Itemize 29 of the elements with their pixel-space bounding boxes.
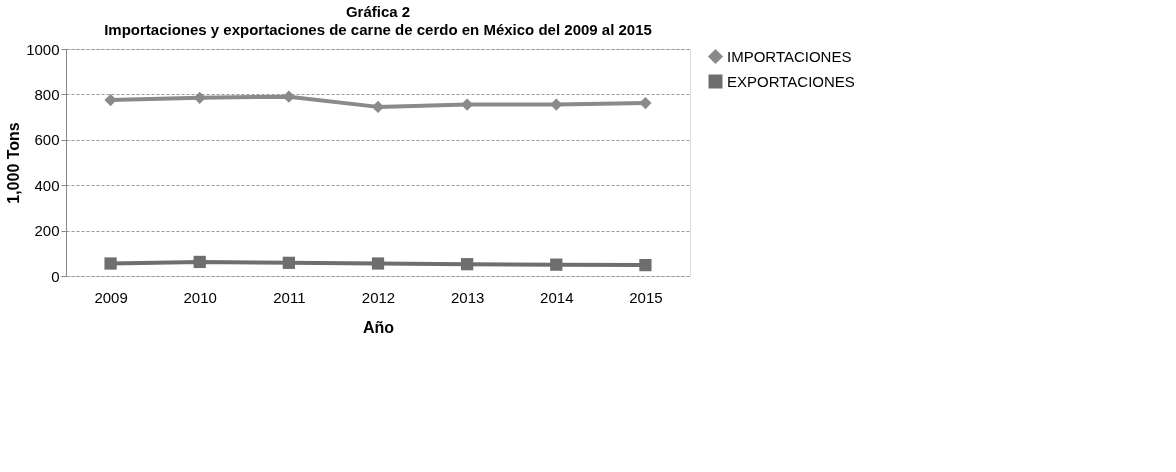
- chart-subtitle: Importaciones y exportaciones de carne de cerdo en México del 2009 al 2015: [104, 21, 652, 38]
- point: [104, 93, 117, 107]
- y-tick-label: 400: [34, 176, 60, 194]
- point: [104, 257, 117, 270]
- x-tick-label: 2015: [629, 288, 663, 306]
- point: [461, 258, 474, 271]
- point: [639, 258, 652, 272]
- x-tick-label: 2011: [273, 288, 306, 306]
- y-tick-label: 0: [51, 267, 60, 285]
- point: [371, 100, 385, 114]
- point: [639, 96, 652, 110]
- y-tick-label: 800: [34, 85, 60, 103]
- point: [550, 258, 563, 271]
- point: [193, 255, 206, 269]
- x-tick-label: 2014: [540, 288, 574, 306]
- point: [282, 256, 295, 269]
- legend-label: EXPORTACIONES: [727, 72, 855, 90]
- y-tick-label: 200: [34, 222, 60, 240]
- point: [371, 257, 385, 270]
- y-tick-label: 1000: [26, 40, 60, 58]
- chart-title: Gráfica 2: [345, 3, 411, 20]
- y-tick-label: 600: [34, 131, 60, 149]
- x-tick-label: 2010: [183, 288, 217, 306]
- x-tick-label: 2009: [94, 288, 128, 306]
- x-tick-label: 2012: [361, 288, 396, 306]
- x-axis-title: Año: [362, 318, 395, 336]
- x-tick-label: 2013: [450, 288, 485, 306]
- legend-label: IMPORTACIONES: [727, 47, 852, 65]
- y-axis-title: 1,000 Tons: [5, 122, 23, 204]
